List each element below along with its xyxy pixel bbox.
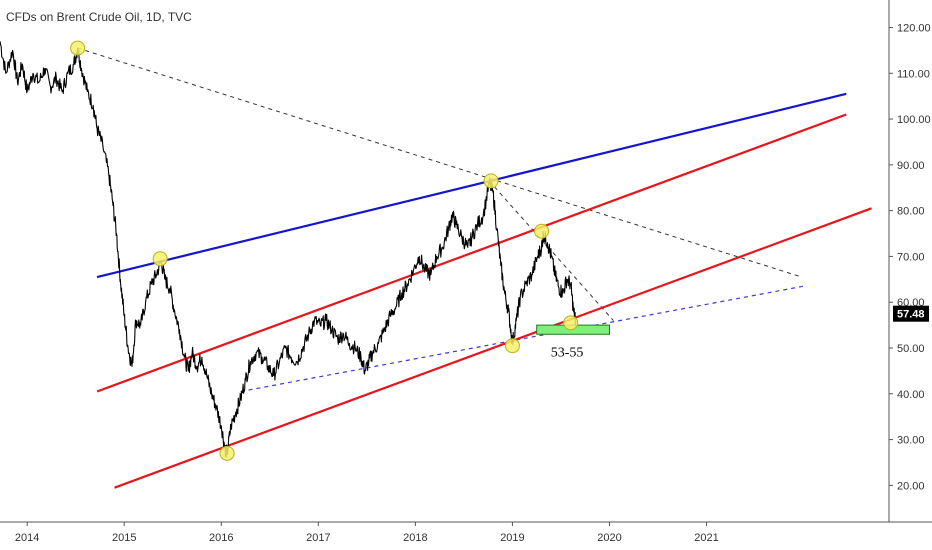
pivot-marker-2 xyxy=(152,251,168,267)
chart-title: CFDs on Brent Crude Oil, 1D, TVC xyxy=(6,10,192,24)
pivot-marker-3 xyxy=(219,445,235,461)
y-tick-label: 40.00 xyxy=(897,389,925,401)
blue-resistance-line xyxy=(96,92,847,279)
y-tick-label: 90.00 xyxy=(897,160,925,172)
x-tick-label: 2014 xyxy=(15,532,39,544)
x-axis-ticks: 2014 2015 2016 2017 2018 2019 2020 2021 xyxy=(15,522,719,544)
x-tick-label: 2019 xyxy=(500,532,524,544)
y-axis-ticks: 20.0030.0040.0050.0060.0070.0080.0090.00… xyxy=(889,22,931,492)
y-tick-label: 70.00 xyxy=(897,251,925,263)
y-tick-label: 80.00 xyxy=(897,206,925,218)
x-tick-label: 2015 xyxy=(112,532,136,544)
y-tick-label: 110.00 xyxy=(897,68,930,80)
price-series-line xyxy=(0,41,577,459)
last-price-value: 57.48 xyxy=(897,309,925,321)
last-price-tag: 57.48 xyxy=(893,305,929,322)
y-tick-label: 30.00 xyxy=(897,435,925,447)
x-tick-label: 2021 xyxy=(694,532,718,544)
pivot-marker-7 xyxy=(563,315,579,331)
x-tick-label: 2016 xyxy=(209,532,233,544)
red-lower-channel-line xyxy=(114,207,872,489)
x-tick-label: 2018 xyxy=(403,532,427,544)
last-price-tag-bg xyxy=(893,305,929,322)
y-tick-label: 20.00 xyxy=(897,480,925,492)
pivot-marker-1 xyxy=(70,40,86,56)
x-tick-label: 2020 xyxy=(597,532,621,544)
marker-layer xyxy=(70,40,579,461)
red-upper-channel-line xyxy=(96,113,847,393)
support-zone-label: 53-55 xyxy=(551,345,584,360)
y-tick-label: 50.00 xyxy=(897,343,925,355)
pivot-marker-4 xyxy=(483,173,499,189)
pivot-marker-6 xyxy=(534,223,550,239)
dashed-black-trendline xyxy=(77,47,802,278)
price-layer xyxy=(0,41,577,459)
dashed-black-short-trendline xyxy=(488,180,614,321)
y-tick-label: 120.00 xyxy=(897,22,931,34)
y-tick-label: 100.00 xyxy=(897,114,931,126)
pivot-marker-5 xyxy=(504,338,520,354)
x-tick-label: 2017 xyxy=(306,532,330,544)
